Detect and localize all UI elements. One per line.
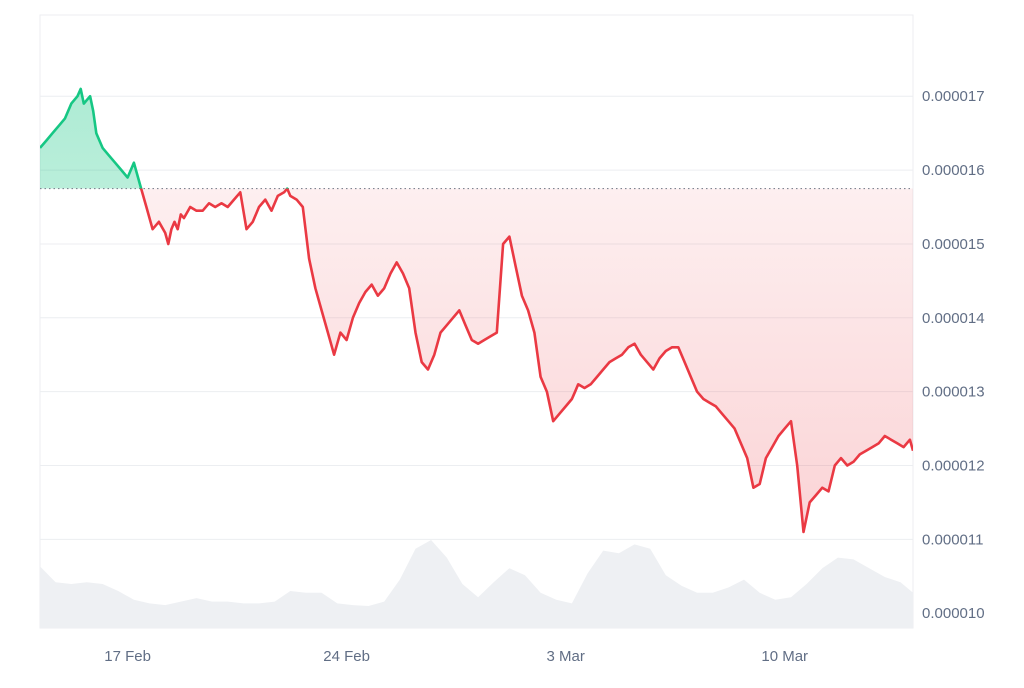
y-tick-label: 0.000016 — [922, 162, 985, 179]
x-tick-label: 17 Feb — [104, 648, 151, 665]
y-tick-label: 0.000012 — [922, 458, 985, 475]
y-tick-label: 0.000014 — [922, 310, 985, 327]
volume-area — [40, 540, 913, 628]
y-tick-label: 0.000013 — [922, 384, 985, 401]
x-tick-label: 10 Mar — [761, 648, 808, 665]
y-tick-label: 0.000010 — [922, 605, 985, 622]
y-tick-label: 0.000015 — [922, 236, 985, 253]
x-tick-label: 24 Feb — [323, 648, 370, 665]
x-tick-label: 3 Mar — [547, 648, 585, 665]
y-tick-label: 0.000011 — [922, 531, 983, 548]
y-tick-label: 0.000017 — [922, 88, 985, 105]
